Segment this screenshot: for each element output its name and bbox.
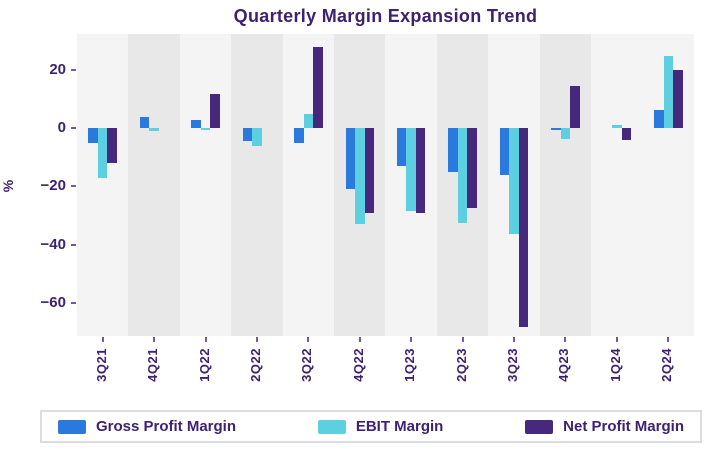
x-tick-label-1Q24: 1Q24 [607, 348, 623, 382]
plot-band-3Q21 [77, 34, 128, 336]
x-tick [615, 337, 618, 342]
x-tick-label-4Q21: 4Q21 [145, 348, 161, 382]
y-tick [71, 69, 76, 72]
x-tick-label-3Q22: 3Q22 [299, 348, 315, 382]
x-tick [101, 337, 104, 342]
ebit-margin-swatch [317, 419, 346, 434]
bar-3Q22-gross-profit-margin [294, 128, 304, 143]
net-profit-margin-swatch [525, 419, 554, 434]
legend: Gross Profit Margin EBIT Margin Net Prof… [40, 410, 702, 443]
x-tick [564, 337, 567, 342]
y-tick [71, 301, 76, 304]
bar-1Q23-gross-profit-margin [396, 128, 407, 167]
bar-2Q23-ebit-margin [457, 128, 468, 223]
bar-4Q22-gross-profit-margin [345, 128, 356, 190]
bar-1Q22-gross-profit-margin [191, 119, 201, 129]
x-tick [358, 337, 361, 342]
y-tick [71, 127, 76, 130]
x-tick-label-2Q23: 2Q23 [453, 348, 469, 382]
plot-band-4Q23 [539, 34, 592, 336]
bar-2Q24-ebit-margin [663, 55, 674, 129]
bar-2Q24-net-profit-margin [673, 70, 683, 129]
y-tick-label: 0 [57, 119, 66, 137]
bar-4Q23-net-profit-margin [570, 86, 580, 129]
y-tick-label: −60 [40, 293, 66, 311]
x-tick [667, 337, 670, 342]
bar-3Q22-net-profit-margin [313, 47, 323, 129]
bar-3Q21-ebit-margin [97, 128, 108, 178]
x-tick [153, 337, 156, 342]
bar-3Q21-gross-profit-margin [88, 128, 98, 143]
x-tick-label-3Q21: 3Q21 [93, 348, 109, 382]
bar-1Q22-net-profit-margin [210, 93, 220, 129]
plot-area [77, 34, 694, 336]
x-tick [204, 337, 207, 342]
x-tick-label-2Q24: 2Q24 [659, 348, 675, 382]
plot-band-4Q21 [128, 34, 180, 336]
bar-4Q21-gross-profit-margin [139, 116, 150, 129]
bar-1Q23-net-profit-margin [415, 128, 426, 213]
bar-4Q23-gross-profit-margin [551, 128, 561, 131]
bar-3Q23-gross-profit-margin [499, 128, 510, 175]
bar-4Q22-ebit-margin [355, 128, 365, 225]
bar-1Q22-ebit-margin [200, 128, 211, 130]
x-tick [410, 337, 413, 342]
y-tick [71, 185, 76, 188]
y-tick-label: −20 [40, 177, 66, 195]
x-tick [461, 337, 464, 342]
bar-2Q22-ebit-margin [252, 128, 262, 146]
x-tick [255, 337, 258, 342]
legend-label-ebit-margin: EBIT Margin [355, 418, 444, 435]
plot-band-1Q22 [180, 34, 231, 336]
bar-2Q23-net-profit-margin [467, 128, 477, 209]
bar-3Q21-net-profit-margin [107, 128, 117, 164]
bar-3Q23-net-profit-margin [518, 128, 529, 328]
plot-band-2Q22 [231, 34, 283, 336]
y-tick [71, 243, 76, 246]
x-tick-label-4Q23: 4Q23 [556, 348, 572, 382]
x-tick-label-3Q23: 3Q23 [505, 348, 521, 382]
bar-3Q22-ebit-margin [303, 113, 314, 129]
legend-label-net-profit-margin: Net Profit Margin [563, 418, 684, 435]
bar-4Q22-net-profit-margin [364, 128, 375, 213]
gross-profit-margin-swatch [58, 419, 86, 434]
bar-1Q23-ebit-margin [406, 128, 416, 212]
bar-2Q23-gross-profit-margin [448, 128, 458, 172]
x-tick-label-1Q22: 1Q22 [196, 348, 212, 382]
x-tick-label-4Q22: 4Q22 [350, 348, 366, 382]
bar-2Q24-gross-profit-margin [654, 109, 664, 129]
chart-title: Quarterly Margin Expansion Trend [233, 6, 538, 26]
bar-3Q23-ebit-margin [509, 128, 519, 235]
y-tick-label: 20 [49, 61, 66, 79]
legend-item-ebit-margin: EBIT Margin [317, 418, 444, 435]
plot-band-1Q24 [591, 34, 642, 336]
bar-4Q23-ebit-margin [560, 128, 571, 139]
x-tick [513, 337, 516, 342]
plot-band-3Q22 [283, 34, 334, 336]
bar-1Q24-ebit-margin [612, 125, 622, 129]
bar-1Q24-net-profit-margin [621, 128, 632, 140]
x-tick-label-2Q22: 2Q22 [247, 348, 263, 382]
bar-4Q21-ebit-margin [149, 128, 159, 132]
y-tick-label: −40 [40, 235, 66, 253]
x-tick-label-1Q23: 1Q23 [402, 348, 418, 382]
legend-item-net-profit-margin: Net Profit Margin [525, 418, 684, 435]
legend-item-gross-profit-margin: Gross Profit Margin [58, 418, 236, 435]
x-tick [307, 337, 310, 342]
bar-2Q22-gross-profit-margin [242, 128, 253, 142]
legend-label-gross-profit-margin: Gross Profit Margin [96, 418, 237, 435]
